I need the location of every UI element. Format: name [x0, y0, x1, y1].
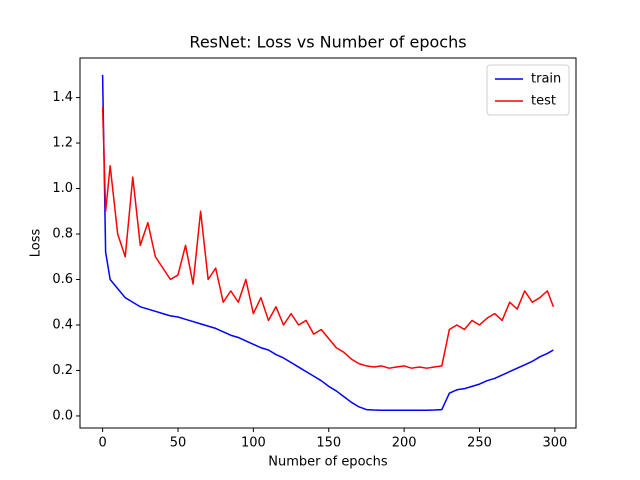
y-tick-label: 0.0 [52, 408, 73, 423]
y-tick-label: 0.6 [52, 272, 73, 287]
x-tick-label: 150 [316, 436, 341, 451]
x-tick-label: 300 [542, 436, 567, 451]
y-tick-label: 0.8 [52, 227, 73, 242]
x-tick-label: 100 [241, 436, 266, 451]
y-tick-label: 1.2 [52, 136, 73, 151]
x-axis-label: Number of epochs [268, 455, 388, 470]
legend-box [486, 64, 570, 116]
y-tick-label: 1.4 [52, 90, 73, 105]
x-tick-label: 0 [98, 436, 106, 451]
line-series [101, 106, 555, 369]
y-axis-label: Loss [29, 229, 44, 258]
plot-frame [79, 57, 577, 429]
legend-label: train [531, 72, 561, 87]
chart-title: ResNet: Loss vs Number of epochs [189, 33, 466, 52]
x-tick-label: 50 [170, 436, 187, 451]
x-tick-label: 200 [392, 436, 417, 451]
line-series [101, 74, 554, 412]
legend-label: test [531, 94, 556, 109]
y-tick-label: 0.4 [52, 317, 73, 332]
y-tick-label: 0.2 [52, 363, 73, 378]
x-tick-label: 250 [467, 436, 492, 451]
y-tick-label: 1.0 [52, 181, 73, 196]
